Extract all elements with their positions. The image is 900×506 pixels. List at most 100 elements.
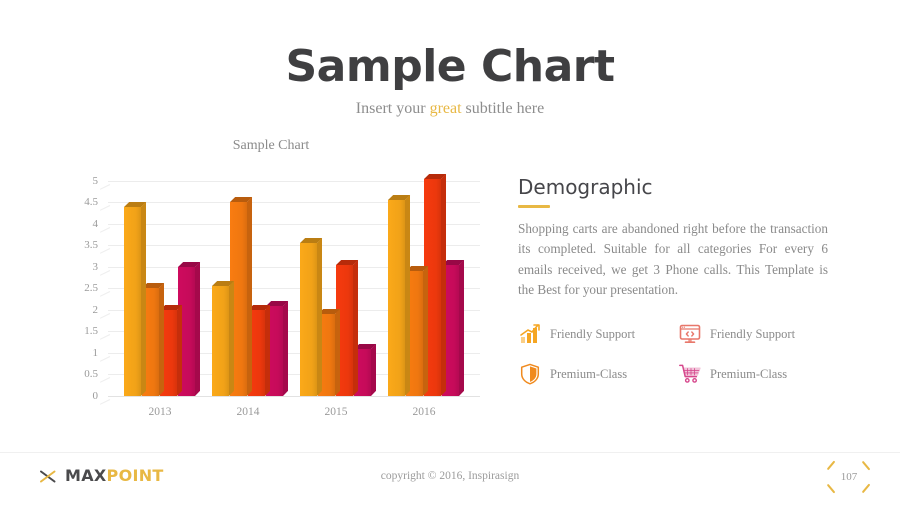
bar-side-face	[141, 201, 146, 396]
page-number: 107	[840, 471, 858, 483]
shield-icon	[520, 363, 540, 385]
feature-label: Friendly Support	[550, 326, 636, 341]
bar-face	[424, 178, 441, 396]
y-axis-tick-label: 2	[92, 303, 99, 316]
x-mark-icon	[40, 470, 56, 483]
bar-side-face	[335, 309, 340, 396]
bar-group	[388, 170, 468, 396]
chart-x-axis: 2013 2014 2015 2016	[108, 406, 480, 430]
bar-face	[442, 264, 459, 396]
bar-side-face	[423, 265, 428, 396]
bar	[212, 281, 235, 396]
x-axis-tick-label: 2014	[236, 406, 260, 418]
y-axis-tick-label: 1.5	[84, 325, 98, 338]
slide-header: Sample Chart Insert your great subtitle …	[0, 41, 900, 117]
feature-item[interactable]: Premium-Class	[678, 362, 838, 386]
bar-face	[142, 288, 159, 396]
chart-title: Sample Chart	[232, 138, 310, 153]
brand-logo[interactable]: MAXPOINT	[38, 466, 164, 486]
gridline	[108, 352, 480, 354]
feature-item[interactable]: Friendly Support	[518, 322, 678, 346]
gridline	[108, 288, 480, 290]
bar-side-face	[159, 283, 164, 396]
panel-body-text: Shopping carts are abandoned right befor…	[518, 221, 828, 297]
bar-face	[248, 309, 265, 396]
bar-face	[266, 305, 283, 396]
bar-side-face	[247, 197, 252, 396]
feature-item[interactable]: Friendly Support	[678, 322, 838, 346]
bar-face	[406, 271, 423, 396]
bar-group	[300, 170, 380, 396]
gridline-depth	[99, 399, 111, 405]
bar-side-face	[317, 238, 322, 396]
y-axis-tick-label: 0	[92, 390, 99, 402]
subtitle-text-after: subtitle here	[461, 99, 545, 117]
bar-face	[160, 309, 177, 396]
bar	[230, 197, 253, 396]
shopping-cart-icon	[679, 364, 701, 383]
panel-title: Demographic	[518, 175, 653, 199]
bar-chart-growth-icon	[520, 324, 540, 343]
y-axis-tick-label: 3.5	[84, 239, 98, 252]
bar-face	[318, 314, 335, 396]
bar	[300, 238, 323, 396]
bar-side-face	[353, 259, 358, 396]
gridline	[108, 309, 480, 311]
monitor-code-icon	[679, 324, 701, 344]
logo-text-secondary: POINT	[106, 466, 164, 485]
y-axis-tick-label: 4.5	[84, 196, 98, 209]
bar	[406, 265, 429, 396]
page-title: Sample Chart	[285, 41, 615, 92]
x-axis-tick-label: 2016	[412, 406, 436, 418]
subtitle-text-before: Insert your	[355, 99, 430, 117]
bar	[442, 259, 465, 396]
chart-bars	[108, 170, 480, 396]
bar-face	[336, 264, 353, 396]
y-axis-tick-label: 1	[92, 346, 99, 359]
bar	[178, 261, 201, 396]
bar	[336, 259, 359, 396]
gridline	[108, 180, 480, 182]
bar-side-face	[459, 259, 464, 396]
bar-face	[178, 266, 195, 396]
chart-y-axis: 0 0.5 1 1.5 2 2.5 3 3.5 4 4.5 5	[64, 170, 99, 402]
feature-item[interactable]: Premium-Class	[518, 362, 678, 386]
bar-face	[212, 286, 229, 396]
bar	[142, 283, 165, 396]
x-axis-tick-label: 2013	[148, 406, 172, 418]
gridline	[108, 202, 480, 204]
bar	[248, 304, 271, 396]
bar-side-face	[441, 173, 446, 396]
footer-divider	[0, 452, 900, 453]
bar	[424, 173, 447, 396]
logo-text-primary: MAX	[65, 466, 107, 485]
bar-side-face	[283, 300, 288, 396]
bar-face	[354, 348, 371, 396]
bar-side-face	[195, 261, 200, 396]
chart-baseline	[108, 396, 480, 397]
logo-text: MAXPOINT	[65, 468, 164, 484]
feature-list: Friendly Support Friendly Support Premium-…	[518, 322, 838, 386]
bar	[266, 300, 289, 396]
bar-side-face	[265, 304, 270, 396]
demographic-panel: Demographic Shopping carts are abandoned…	[518, 176, 828, 300]
bar-group	[124, 170, 204, 396]
gridline	[108, 266, 480, 268]
bar-face	[300, 243, 317, 396]
y-axis-tick-label: 4	[92, 217, 99, 230]
y-axis-tick-label: 3	[92, 260, 99, 273]
y-axis-tick-label: 5	[92, 174, 99, 187]
panel-accent-rule	[518, 205, 550, 208]
feature-label: Premium-Class	[710, 366, 788, 381]
bar-face	[124, 206, 141, 396]
subtitle-highlight: great	[429, 99, 462, 117]
y-axis-tick-label: 0.5	[84, 368, 98, 381]
page-number-badge: 107	[818, 455, 880, 499]
bar	[318, 309, 341, 396]
bar	[388, 194, 411, 396]
bar-side-face	[229, 281, 234, 396]
bar	[354, 343, 377, 396]
gridline	[108, 331, 480, 333]
feature-label: Premium-Class	[550, 366, 628, 381]
feature-label: Friendly Support	[710, 326, 796, 341]
